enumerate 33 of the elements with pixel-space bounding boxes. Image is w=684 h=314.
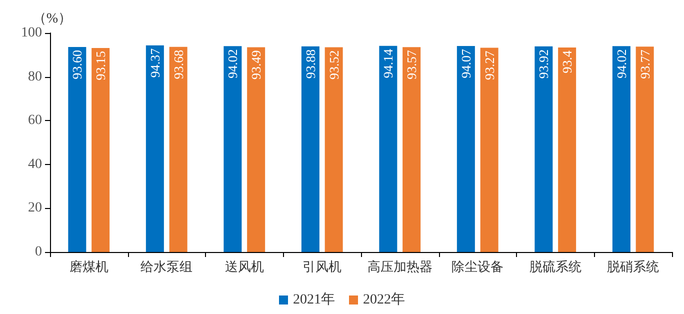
- data-label: 93.57: [404, 50, 420, 80]
- x-tick-label: 引风机: [302, 259, 342, 274]
- x-tick-label: 给水泵组: [140, 259, 193, 274]
- y-tick-label: 80: [28, 69, 42, 84]
- y-tick-label: 0: [35, 244, 42, 260]
- data-label: 93.15: [93, 51, 108, 80]
- x-tick-label: 脱硝系统: [607, 259, 660, 274]
- data-label: 93.60: [70, 50, 85, 80]
- data-label: 93.88: [302, 49, 318, 79]
- data-label: 93.49: [248, 50, 264, 80]
- x-tick-label: 磨煤机: [69, 259, 108, 274]
- data-label: 93.52: [326, 50, 342, 80]
- data-label: 93.4: [560, 50, 575, 74]
- data-label: 94.02: [225, 49, 240, 78]
- data-label: 94.14: [380, 48, 396, 78]
- y-tick-label: 40: [28, 156, 42, 172]
- x-tick-label: 送风机: [224, 259, 264, 274]
- x-tick-label: 脱硫系统: [529, 259, 582, 274]
- legend-label: 2021年: [293, 292, 335, 308]
- data-label: 94.02: [614, 49, 629, 78]
- y-tick-label: 100: [21, 26, 42, 40]
- data-label: 93.77: [637, 49, 652, 79]
- data-label: 93.92: [536, 49, 552, 79]
- legend-label: 2022年: [363, 292, 405, 308]
- y-tick-label: 60: [28, 113, 42, 128]
- data-label: 94.37: [147, 48, 162, 78]
- data-label: 93.68: [170, 50, 186, 80]
- x-tick-label: 除尘设备: [452, 259, 504, 274]
- y-axis-title: （%）: [32, 12, 72, 27]
- data-label: 93.27: [482, 50, 497, 80]
- y-tick-label: 20: [28, 200, 42, 216]
- x-tick-label: 高压加热器: [367, 259, 432, 274]
- data-label: 94.07: [458, 48, 474, 78]
